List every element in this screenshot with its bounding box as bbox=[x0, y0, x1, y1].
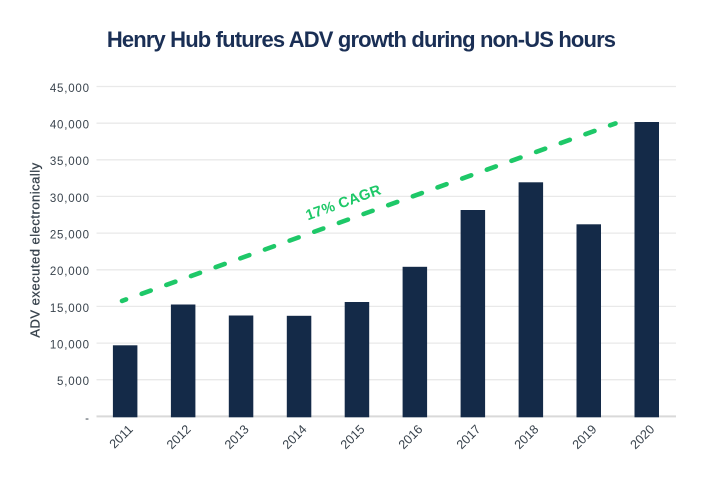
svg-text:30,000: 30,000 bbox=[50, 193, 90, 205]
svg-text:45,000: 45,000 bbox=[50, 83, 90, 95]
svg-text:40,000: 40,000 bbox=[50, 120, 90, 132]
svg-text:10,000: 10,000 bbox=[50, 340, 90, 352]
svg-text:Henry Hub futures ADV growth d: Henry Hub futures ADV growth during non-… bbox=[107, 27, 616, 52]
svg-text:-: - bbox=[85, 413, 90, 425]
svg-text:15,000: 15,000 bbox=[50, 303, 90, 315]
svg-text:20,000: 20,000 bbox=[50, 266, 90, 278]
svg-text:ADV executed electronically: ADV executed electronically bbox=[28, 162, 43, 337]
svg-text:35,000: 35,000 bbox=[50, 156, 90, 168]
svg-text:25,000: 25,000 bbox=[50, 230, 90, 242]
svg-text:5,000: 5,000 bbox=[57, 376, 90, 388]
